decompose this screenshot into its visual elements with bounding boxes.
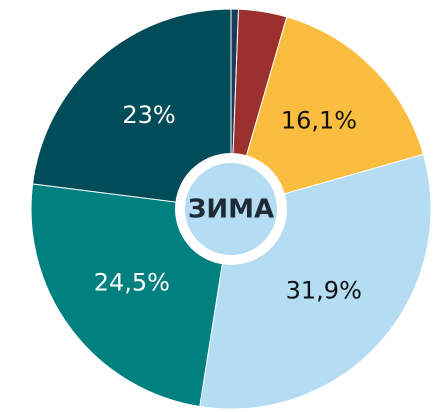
- pie-slice: [230, 16, 425, 210]
- slice-label: 31,9%: [286, 276, 362, 304]
- pie-slice: [32, 8, 232, 210]
- slice-label: 24,5%: [94, 268, 170, 296]
- center-label: ЗИМА: [188, 195, 274, 225]
- slice-label: 23%: [122, 101, 175, 129]
- pie-slice: [30, 183, 232, 408]
- center-disc: [185, 163, 277, 255]
- slice-label: 16,1%: [281, 107, 357, 135]
